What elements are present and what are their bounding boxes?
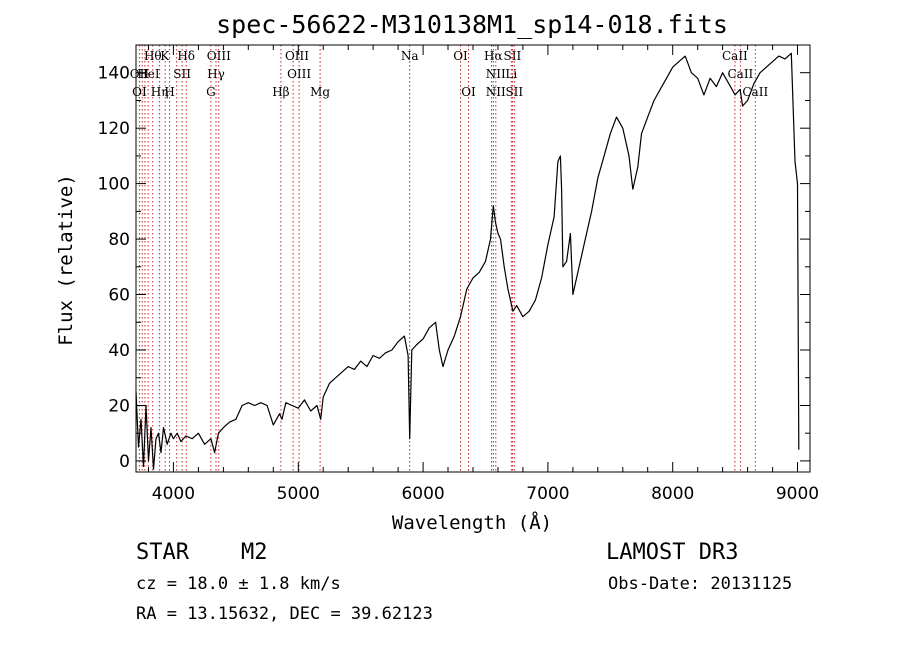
redshift-cz: cz = 18.0 ± 1.8 km/s — [136, 574, 341, 594]
line-label-top-8: SII — [504, 49, 522, 63]
line-label-top-1: K — [160, 49, 170, 63]
chart-title: spec-56622-M310138M1_sp14-018.fits — [216, 10, 728, 39]
coordinates: RA = 13.15632, DEC = 39.62123 — [136, 604, 433, 624]
line-label-bot-1: Hη — [151, 85, 169, 99]
spectrum-series-line — [135, 52, 800, 470]
y-tick-label-20: 20 — [108, 397, 130, 417]
x-tick-label-5000: 5000 — [277, 484, 320, 504]
line-label-bot-9: CaII — [742, 85, 768, 99]
y-tick-label-140: 140 — [98, 64, 130, 84]
line-label-bot-7: NII — [486, 85, 506, 99]
y-tick-label-40: 40 — [108, 341, 130, 361]
plot-frame — [135, 44, 811, 473]
emission-lines — [138, 45, 756, 472]
line-label-top-2: Hδ — [177, 49, 195, 63]
line-label-top-3: OIII — [207, 49, 231, 63]
line-label-top-6: OI — [453, 49, 468, 63]
line-label-mid-2: SII — [173, 67, 191, 81]
line-label-mid-4: OIII — [287, 67, 311, 81]
x-tick-label-6000: 6000 — [401, 484, 444, 504]
y-tick-label-100: 100 — [98, 175, 130, 195]
survey-name: LAMOST DR3 — [606, 540, 738, 565]
line-label-mid-6: Li — [505, 67, 517, 81]
y-axis-ticks: 0 20 40 60 80 100 120 140 — [98, 64, 810, 472]
line-label-bot-3: G — [206, 85, 216, 99]
line-label-top-9: CaII — [722, 49, 748, 63]
line-label-bot-8: SII — [505, 85, 523, 99]
line-label-bot-4: Hβ — [272, 85, 289, 99]
object-subclass: M2 — [241, 540, 268, 565]
line-label-bot-2: H — [164, 85, 174, 99]
observation-date: Obs-Date: 20131125 — [608, 574, 792, 594]
line-label-mid-3: Hγ — [207, 67, 225, 81]
x-tick-label-4000: 4000 — [152, 484, 195, 504]
line-label-top-5: Na — [401, 49, 419, 63]
x-tick-label-8000: 8000 — [651, 484, 694, 504]
x-tick-label-9000: 9000 — [776, 484, 819, 504]
line-label-bot-6: OI — [461, 85, 476, 99]
object-class: STAR — [136, 540, 190, 565]
line-label-top-0: Hθ — [144, 49, 162, 63]
x-axis-label: Wavelength (Å) — [392, 511, 552, 534]
y-axis-label: Flux (relative) — [55, 174, 77, 346]
line-label-mid-1: HeI — [137, 67, 160, 81]
y-tick-label-120: 120 — [98, 119, 130, 139]
line-label-bot-5: Mg — [310, 85, 330, 99]
line-label-mid-7: CaII — [727, 67, 753, 81]
line-label-bot-0: OI — [132, 85, 147, 99]
line-label-mid-0: OII — [130, 67, 150, 81]
y-tick-label-80: 80 — [108, 230, 130, 250]
y-tick-label-60: 60 — [108, 286, 130, 306]
line-label-mid-5: NII — [486, 67, 506, 81]
x-axis-ticks: 4000 5000 6000 7000 8000 9000 — [148, 45, 819, 504]
line-label-top-4: OIII — [285, 49, 309, 63]
x-tick-label-7000: 7000 — [526, 484, 569, 504]
line-label-top-7: Hα — [484, 49, 503, 63]
y-tick-label-0: 0 — [119, 452, 130, 472]
